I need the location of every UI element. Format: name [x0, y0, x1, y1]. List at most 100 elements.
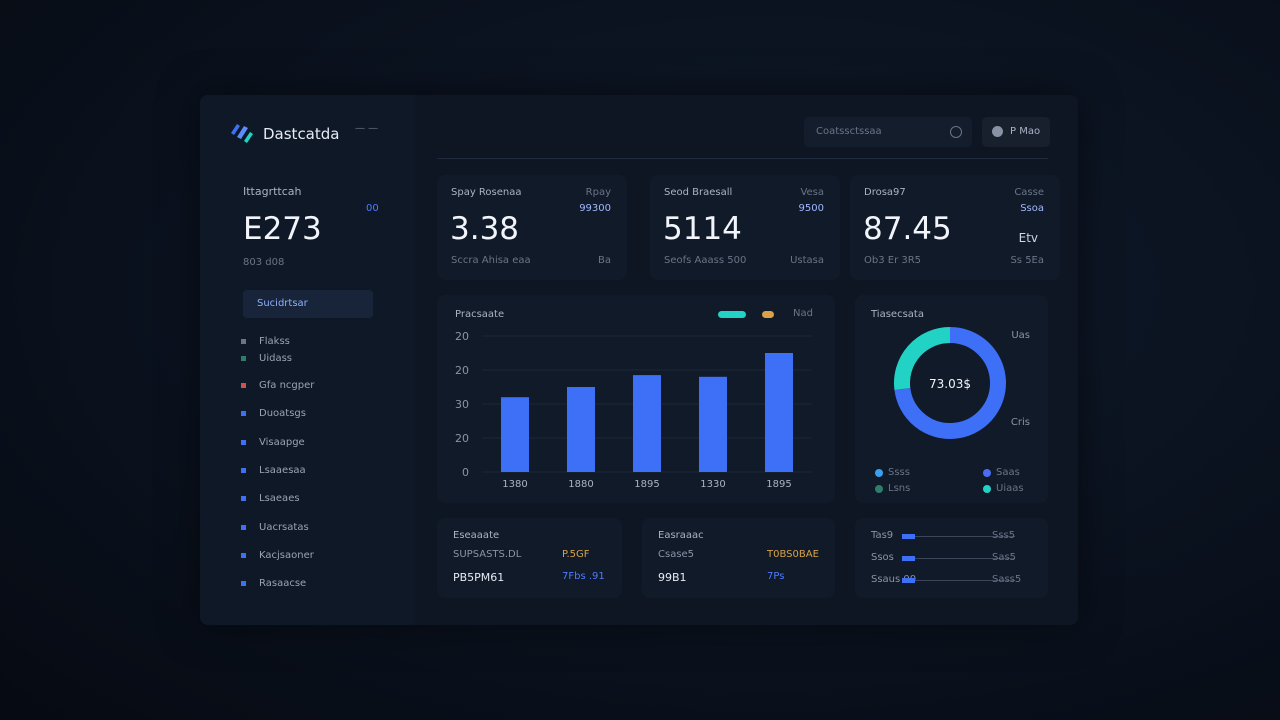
card-foot-right: Ba — [598, 255, 611, 266]
donut-title: Tiasecsata — [871, 309, 924, 320]
x-tick-label: 1895 — [766, 479, 791, 490]
legend-pill — [762, 311, 774, 318]
card-side: Etv — [1018, 231, 1038, 245]
info-card: Easraaac Csase5 T0BS0BAE 99B1 7Ps — [642, 518, 835, 598]
progress-left: Tas9 — [871, 530, 894, 541]
info-row: T0BS0BAE — [767, 549, 819, 560]
legend-dot — [875, 485, 883, 493]
card-value: 3.38 — [450, 211, 520, 247]
nav-icon — [241, 524, 246, 530]
info-row: 7Ps — [767, 571, 785, 582]
legend-text: Uiaas — [996, 483, 1024, 494]
nav-item[interactable]: Lsaeaes — [259, 493, 300, 505]
metric-sub: 803 d08 — [243, 257, 285, 268]
legend-dot — [983, 485, 991, 493]
logo-shape — [237, 126, 248, 139]
nav-icon — [241, 356, 246, 361]
bar — [699, 376, 727, 472]
search-icon — [950, 126, 962, 138]
nav-item[interactable]: Rasaacse — [259, 578, 307, 590]
x-tick-label: 1330 — [700, 479, 725, 490]
nav-item[interactable]: Flakss — [259, 336, 290, 347]
info-row: SUPSASTS.DL — [453, 549, 522, 560]
nav-item[interactable]: Visaapge — [259, 436, 305, 448]
x-tick-label: 1380 — [502, 479, 527, 490]
bar-chart: 0 20 30 20 20 1380 1880 1895 1330 1895 — [455, 330, 812, 490]
stat-card: Drosa97 Casse Ssoa 87.45 Etv Ob3 Er 3R5 Ss 5Ea — [850, 175, 1060, 280]
metric-value: E273 — [243, 211, 322, 247]
bar — [765, 353, 793, 472]
info-row: 7Fbs .91 — [562, 571, 605, 582]
nav-item[interactable]: Kacjsaoner — [259, 549, 314, 561]
card-foot-left: Seofs Aaass 500 — [664, 255, 747, 266]
progress-fill — [902, 534, 915, 539]
nav-item[interactable]: Uidass — [259, 353, 292, 364]
nav-icon — [241, 439, 246, 445]
chart-title: Pracsaate — [455, 309, 505, 320]
stat-card: Seod Braesall Vesa 9500 5114 Seofs Aaass 500… — [650, 175, 840, 280]
nav-item[interactable]: Duoatsgs — [259, 408, 306, 420]
donut-label-top: Uas — [1011, 330, 1030, 341]
x-tick-label: 1895 — [634, 479, 659, 490]
nav-item[interactable]: Gfa ncgper — [259, 380, 315, 391]
y-tick-label: 0 — [462, 466, 469, 479]
nav-icon — [241, 339, 246, 344]
metric-badge: 00 — [366, 203, 379, 214]
header-line — [437, 158, 1048, 159]
stat-card: Spay Rosenaa Rpay 99300 3.38 Sccra Ahisa eaa… — [437, 175, 627, 280]
bar — [567, 387, 595, 472]
info-title: Eseaaate — [453, 530, 500, 541]
legend-text: Saas — [996, 467, 1020, 478]
nav-icon — [241, 552, 246, 558]
card-value: 5114 — [663, 211, 742, 247]
legend-dot — [875, 469, 883, 477]
card-corner: Casse — [1014, 187, 1044, 198]
chart-panel: Pracsaate Nad 0 20 30 20 20 1380 1880 1895 1330 189… — [437, 295, 835, 503]
info-row: PB5PM61 — [453, 571, 505, 584]
card-badge: 99300 — [579, 203, 611, 214]
sidebar: Dastcatda — — Ittagrttcah E273 00 803 d08 Suci… — [200, 95, 415, 625]
progress-track — [915, 580, 1015, 581]
donut-chart: 73.03$ — [894, 327, 1006, 439]
card-foot-right: Ustasa — [790, 255, 824, 266]
card-foot-left: Sccra Ahisa eaa — [451, 255, 531, 266]
y-tick-label: 20 — [455, 364, 469, 377]
y-tick-label: 20 — [455, 330, 469, 343]
donut-segment — [894, 327, 951, 391]
legend-text: Lsns — [888, 483, 911, 494]
card-badge: Ssoa — [1020, 203, 1044, 214]
nav-item[interactable]: Lsaaesaa — [259, 464, 306, 476]
progress-track — [915, 558, 1015, 559]
bar — [501, 397, 529, 472]
card-title: Seod Braesall — [664, 187, 733, 198]
card-title: Spay Rosenaa — [451, 187, 522, 198]
search[interactable]: Coatssctssaa — [804, 117, 972, 147]
progress-fill — [902, 578, 915, 583]
donut-segment — [894, 327, 1006, 439]
button[interactable]: Sucidrtsar — [243, 290, 373, 318]
donut-center: 73.03$ — [929, 377, 971, 391]
progress-right: Sss5 — [992, 530, 1016, 541]
y-tick-label: 20 — [455, 432, 469, 445]
logo — [231, 124, 253, 143]
logo-shape — [244, 132, 253, 143]
brand: Dastcatda — [263, 125, 340, 143]
donut-panel: Tiasecsata Uas Cris 73.03$ Ssss Saas Lsns Uiaas — [855, 295, 1048, 503]
progress-panel: Tas9 Sss5 Ssos Sas5 Ssaus 00 Sass5 — [855, 518, 1048, 598]
y-tick-label: 30 — [455, 398, 469, 411]
info-row: 99B1 — [658, 571, 687, 584]
avatar — [992, 126, 1003, 137]
menu-dash: — — — [355, 123, 379, 134]
progress-track — [915, 536, 1015, 537]
bar — [633, 375, 661, 472]
info-title: Easraaac — [658, 530, 704, 541]
logo-shape — [231, 124, 240, 135]
nav-icon — [241, 411, 246, 417]
info-row: Csase5 — [658, 549, 695, 560]
progress-right: Sass5 — [992, 574, 1022, 585]
nav-item[interactable]: Uacrsatas — [259, 521, 309, 533]
info-row: P.5GF — [562, 549, 590, 560]
legend-pill — [718, 311, 746, 318]
card-title: Drosa97 — [864, 187, 906, 198]
card-corner: Vesa — [800, 187, 824, 198]
